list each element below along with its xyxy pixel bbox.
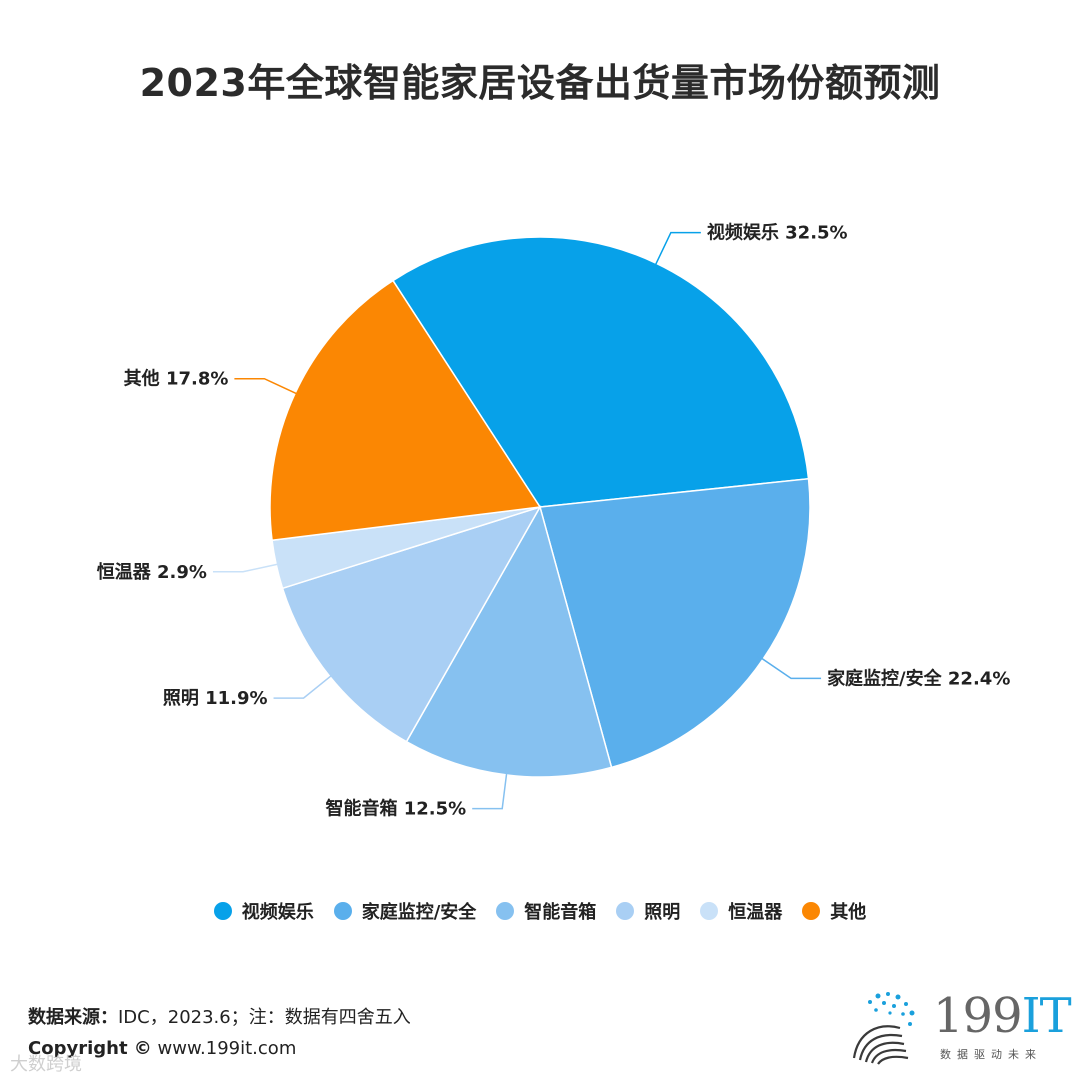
legend-label: 智能音箱 xyxy=(524,902,597,923)
copyright-label: Copyright © xyxy=(28,1038,152,1059)
logo-icon xyxy=(852,992,915,1065)
legend-label: 家庭监控/安全 xyxy=(361,902,477,923)
data-source-text: IDC，2023.6；注：数据有四舍五入 xyxy=(118,1007,411,1028)
legend-marker xyxy=(333,902,352,920)
legend-marker xyxy=(616,902,635,920)
leader-line xyxy=(472,768,508,810)
legend-marker xyxy=(496,902,515,920)
copyright: Copyright © www.199it.com xyxy=(28,1038,296,1059)
slice-label: 家庭监控/安全 22.4% xyxy=(827,667,1010,689)
legend-item: 家庭监控/安全 xyxy=(333,898,477,924)
legend-label: 其他 xyxy=(830,902,867,923)
legend-label: 恒温器 xyxy=(728,902,783,923)
logo-wordmark: 199IT xyxy=(933,988,1072,1044)
legend-item: 视频娱乐 xyxy=(213,898,314,924)
leader-line xyxy=(652,231,701,270)
legend-marker xyxy=(213,902,232,920)
logo-letters: IT xyxy=(1021,988,1072,1044)
slice-label: 智能音箱 12.5% xyxy=(325,798,466,820)
logo-tagline: 数据驱动未来 xyxy=(940,1048,1042,1061)
data-source: 数据来源：IDC，2023.6；注：数据有四舍五入 xyxy=(28,1003,411,1029)
leader-line xyxy=(757,655,822,680)
chart-title: 2023年全球智能家居设备出货量市场份额预测 xyxy=(139,61,941,105)
leader-line xyxy=(212,562,283,573)
leader-line xyxy=(234,377,301,397)
pie-chart: 视频娱乐 32.5% 家庭监控/安全 22.4% 智能音箱 12.5% 照明 11.9… xyxy=(97,222,1011,820)
brand-logo: 199IT 数据驱动未来 xyxy=(848,988,1072,1066)
slice-label: 照明 11.9% xyxy=(163,688,268,709)
legend-marker xyxy=(700,902,719,920)
logo-numerals: 199 xyxy=(933,988,1023,1044)
slice-label: 其他 17.8% xyxy=(124,368,229,390)
legend-label: 照明 xyxy=(644,902,681,923)
slice-label: 视频娱乐 32.5% xyxy=(707,222,848,244)
legend-item: 其他 xyxy=(802,898,866,924)
legend-marker xyxy=(802,902,821,920)
legend-item: 智能音箱 xyxy=(496,898,596,924)
legend-label: 视频娱乐 xyxy=(241,902,314,923)
slice-label: 恒温器 2.9% xyxy=(97,561,207,583)
data-source-label: 数据来源： xyxy=(28,1007,118,1028)
legend-item: 恒温器 xyxy=(700,898,782,924)
legend-item: 照明 xyxy=(616,898,680,924)
chart-legend: 视频娱乐 家庭监控/安全 智能音箱 照明 恒温器 其他 xyxy=(0,898,1080,924)
watermark: 大数跨境 xyxy=(10,1054,82,1075)
leader-line xyxy=(273,672,336,699)
copyright-text: www.199it.com xyxy=(151,1038,297,1059)
